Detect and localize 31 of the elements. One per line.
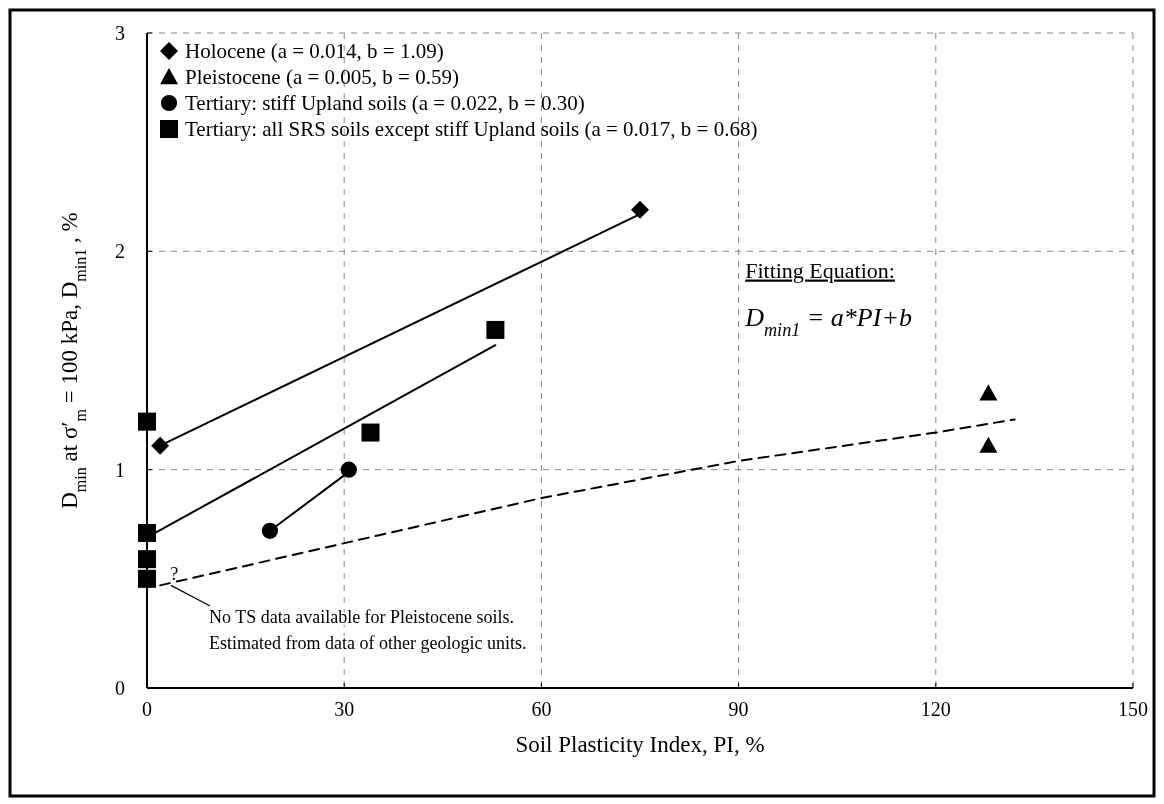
point [151,436,170,455]
annotation: No TS data available for Pleistocene soils. Estimated from data of other geologic units. [209,606,527,653]
point [361,423,380,442]
x-tick-label: 120 [920,698,951,720]
x-tick-label: 30 [334,698,355,720]
line-series [159,418,1016,587]
x-tick-label: 90 [728,698,749,720]
y-tick-label: 1 [115,458,125,481]
annotation: Fitting Equation: [745,257,895,283]
legend-label: Holocene (a = 0.014, b = 1.09) [185,39,444,64]
legend-label: Tertiary: stiff Upland soils (a = 0.022, b = 0.30) [185,91,585,116]
x-axis-title: Soil Plasticity Index, PI, % [515,732,765,757]
point [486,320,505,339]
legend-label: Pleistocene (a = 0.005, b = 0.59) [185,65,459,90]
x-tick-label: 150 [1118,698,1148,720]
point [138,569,156,588]
point [138,412,156,431]
point [631,200,649,219]
y-tick-label: 3 [115,22,125,44]
point [979,384,998,401]
annotation: D$_{min1}$ = a*PI+b [744,302,912,340]
point [138,523,156,542]
y-tick-label: 0 [115,677,125,699]
annotation: ? [170,564,179,585]
y-tick-label: 2 [115,240,125,263]
point [138,550,156,569]
point [340,461,357,478]
legend-label: Tertiary: all SRS soils except stiff Upland soils (a = 0.017, b = 0.68) [185,117,758,142]
x-tick-label: 60 [531,698,552,720]
x-tick-label: 0 [142,698,152,720]
point [979,436,998,453]
